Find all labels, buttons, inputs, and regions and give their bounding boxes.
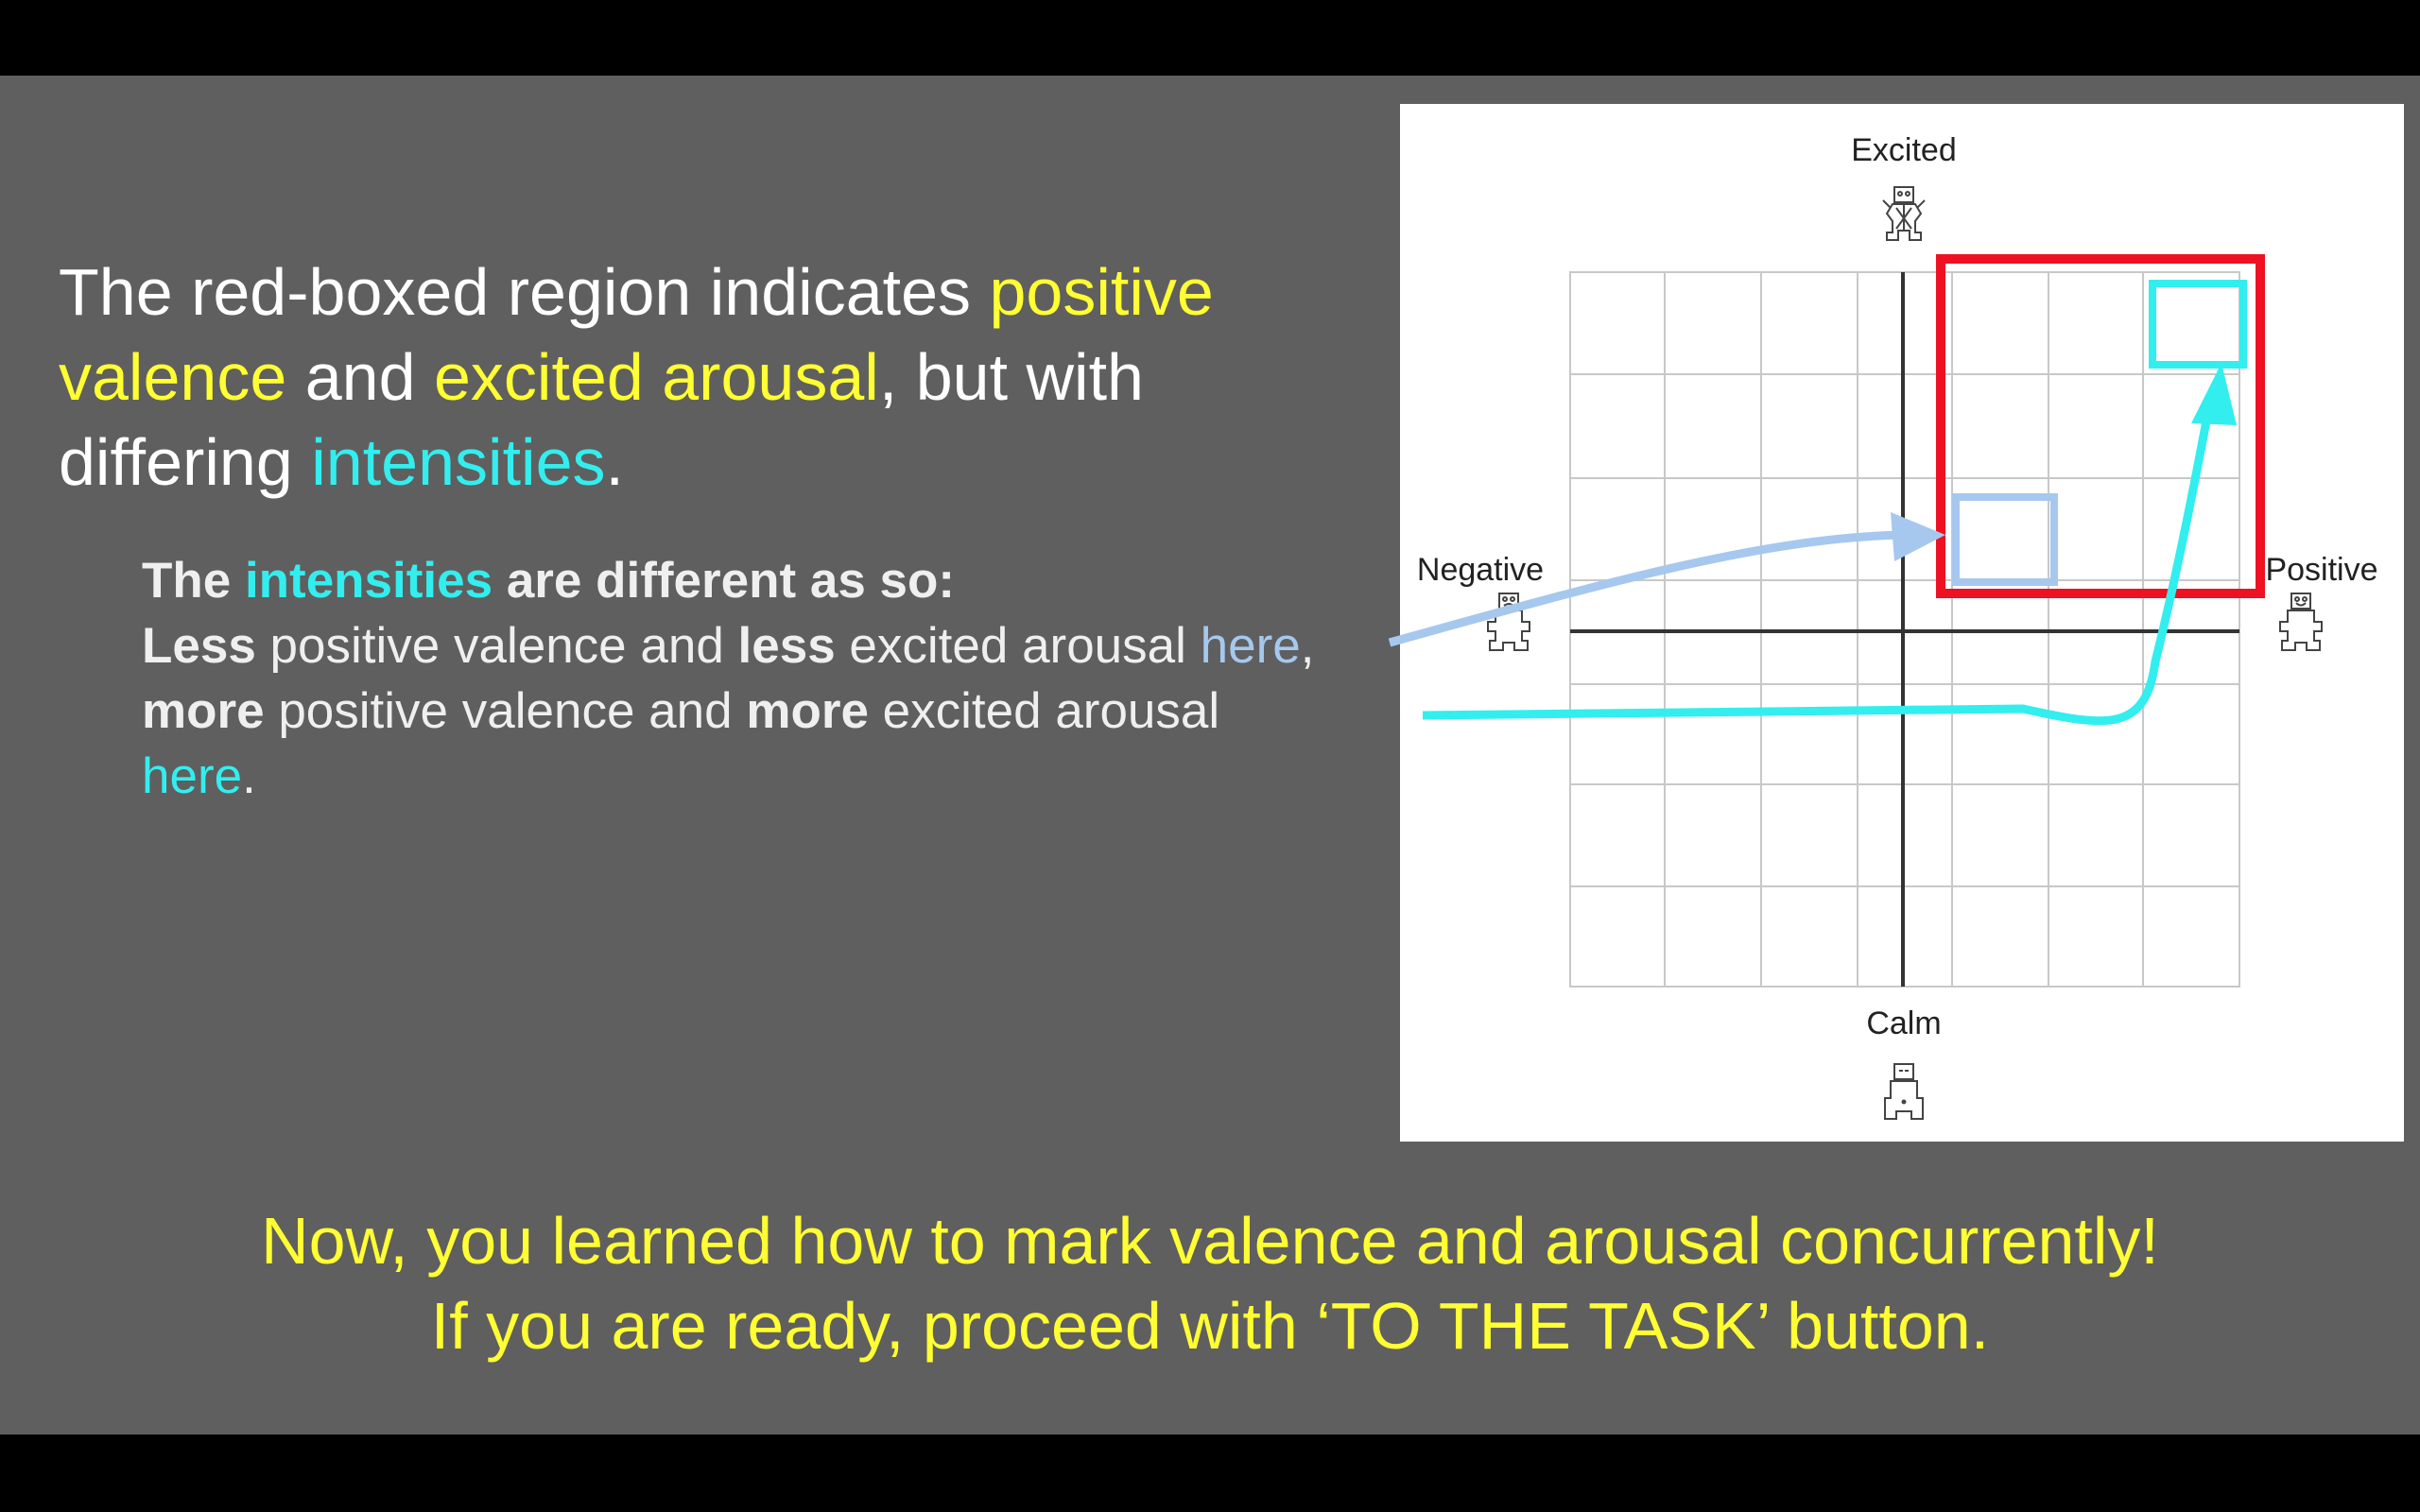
- footer-line-1: Now, you learned how to mark valence and…: [261, 1204, 2159, 1278]
- less-here-link: here: [1200, 618, 1301, 674]
- heading-text: The red-boxed region indicates: [59, 255, 990, 329]
- excited-figure-icon: [1882, 186, 1926, 241]
- explanation-lead: The intensities are different as so:: [142, 553, 956, 609]
- heading-text: and: [286, 340, 434, 414]
- explanation-less-line: Less positive valence and less excited a…: [142, 618, 1315, 674]
- heading-highlight-valence: positive valence: [59, 255, 1214, 414]
- intensities-highlight: intensities: [244, 553, 493, 609]
- intensity-explanation: The intensities are different as so: Les…: [142, 548, 1465, 809]
- label-positive: Positive: [2265, 552, 2378, 588]
- negative-figure-icon: [1487, 593, 1530, 651]
- label-excited: Excited: [1851, 132, 1957, 168]
- explanation-more-line-end: here.: [142, 748, 256, 804]
- explanation-more-line: more positive valence and more excited a…: [142, 683, 1220, 739]
- positive-figure-icon: [2279, 593, 2323, 651]
- more-here-link: here: [142, 748, 243, 804]
- valence-arousal-grid: [1569, 254, 2265, 988]
- footer-line-2: If you are ready, proceed with ‘TO THE T…: [430, 1289, 1990, 1363]
- heading-highlight-intensities: intensities: [311, 425, 606, 499]
- heading-highlight-arousal: excited arousal: [433, 340, 879, 414]
- red-region-box: [1936, 254, 2265, 598]
- label-calm: Calm: [1866, 1005, 1942, 1041]
- valence-arousal-grid-image: Excited Calm Negative Positive: [1400, 104, 2404, 1142]
- less-intensity-box: [1952, 493, 2058, 586]
- footer-instructions: Now, you learned how to mark valence and…: [0, 1198, 2420, 1368]
- calm-figure-icon: [1884, 1063, 1924, 1120]
- slide-heading: The red-boxed region indicates positive …: [59, 249, 1363, 505]
- label-negative: Negative: [1416, 552, 1545, 588]
- heading-text: .: [605, 425, 624, 499]
- heading-text: , but with differing: [59, 340, 1144, 499]
- more-intensity-box: [2149, 280, 2247, 369]
